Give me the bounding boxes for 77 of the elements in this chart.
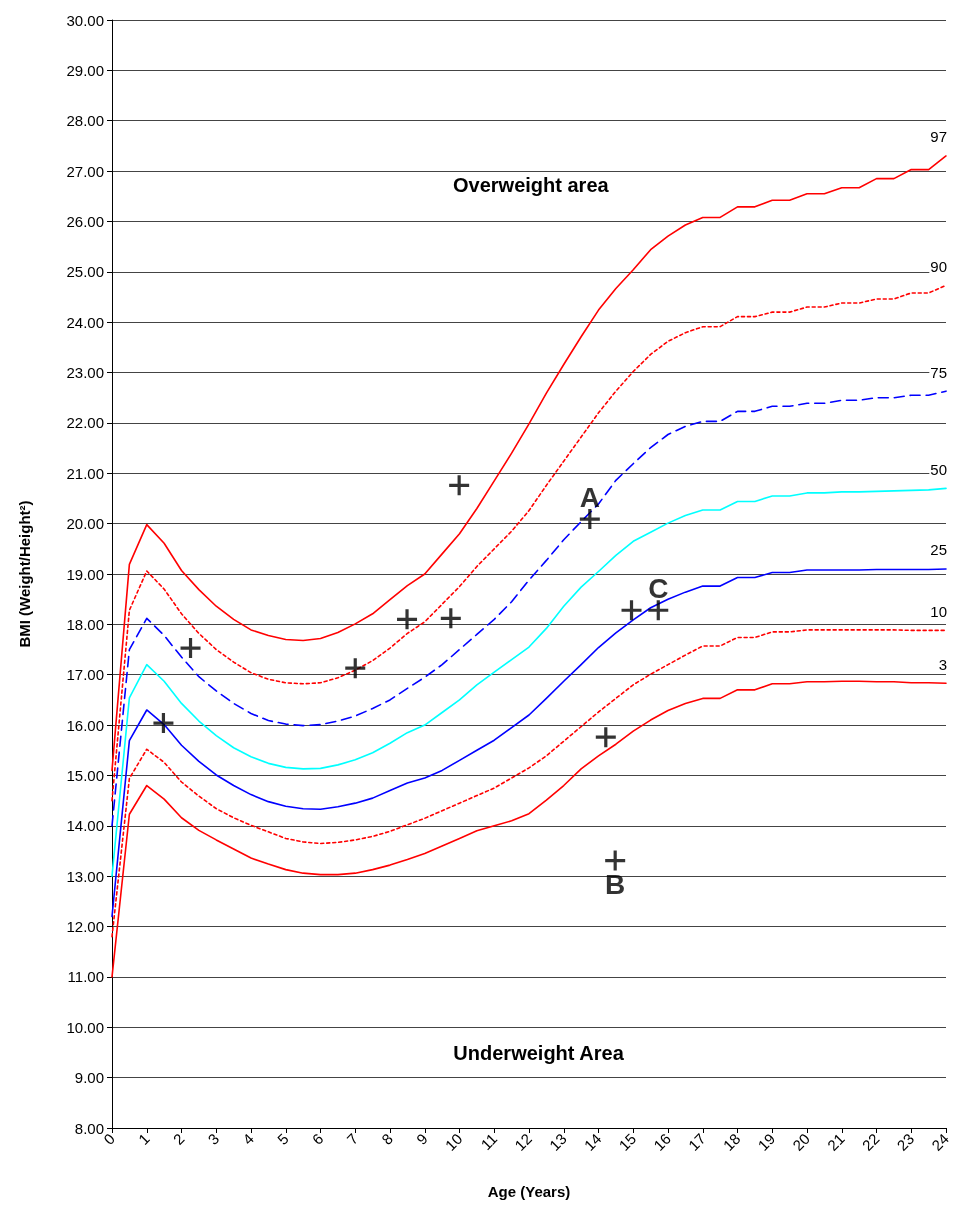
series-label: 10	[930, 602, 947, 620]
annotation: Underweight Area	[453, 1042, 625, 1065]
x-tick-label: 10	[441, 1129, 466, 1154]
y-tick-label: 8.00	[74, 1119, 104, 1137]
point	[605, 850, 626, 871]
x-tick-label: 14	[580, 1129, 605, 1154]
y-tick-label: 13.00	[66, 867, 104, 885]
y-tick-label: 29.00	[66, 61, 104, 79]
series-label: 3	[938, 655, 947, 673]
x-tick-label: 22	[858, 1129, 883, 1154]
point	[449, 475, 470, 496]
annotation: A	[579, 481, 600, 513]
x-tick-label: 8	[378, 1129, 397, 1148]
annotation: B	[605, 869, 626, 901]
y-tick-label: 11.00	[67, 968, 104, 986]
x-tick-label: 24	[928, 1129, 953, 1154]
point	[180, 638, 201, 659]
line-series	[111, 680, 947, 978]
y-tick-label: 10.00	[66, 1018, 104, 1036]
x-tick-label: 21	[823, 1129, 848, 1154]
y-tick-label: 16.00	[66, 716, 104, 734]
y-tick-label: 17.00	[66, 666, 104, 684]
point	[397, 609, 418, 630]
point	[440, 608, 461, 629]
y-tick-label: 24.00	[66, 313, 104, 331]
x-tick-label: 11	[477, 1129, 501, 1154]
x-tick-label: 4	[239, 1129, 258, 1148]
point	[345, 658, 366, 679]
x-tick-label: 9	[412, 1129, 431, 1148]
y-tick-label: 12.00	[66, 918, 104, 936]
line-series	[111, 629, 947, 938]
y-tick-label: 14.00	[66, 817, 104, 835]
x-tick-label: 2	[169, 1129, 188, 1148]
y-tick-label: 19.00	[66, 565, 104, 583]
line-series	[111, 568, 947, 918]
y-axis-title: BMI (Weight/Height²)	[16, 500, 33, 648]
y-tick-label: 27.00	[66, 162, 104, 180]
y-tick-label: 9.00	[74, 1069, 104, 1087]
y-tick-label: 30.00	[66, 11, 104, 29]
annotation: C	[648, 572, 669, 604]
y-tick-label: 18.00	[66, 615, 104, 633]
series-label: 50	[930, 460, 947, 478]
x-tick-label: 1	[134, 1129, 153, 1148]
x-tick-label: 16	[650, 1129, 675, 1154]
x-tick-label: 5	[273, 1129, 292, 1148]
y-tick-label: 25.00	[66, 263, 104, 281]
y-tick-label: 28.00	[66, 112, 104, 130]
series-label: 97	[930, 128, 947, 146]
point	[579, 509, 600, 530]
line-series	[111, 390, 947, 827]
y-tick-label: 22.00	[66, 414, 104, 432]
x-tick-label: 18	[719, 1129, 744, 1154]
y-tick-label: 15.00	[66, 766, 104, 784]
point	[648, 600, 669, 621]
x-tick-label: 15	[615, 1129, 640, 1154]
x-tick-label: 19	[754, 1129, 779, 1154]
x-tick-label: 20	[789, 1129, 814, 1154]
series-label: 90	[930, 257, 947, 275]
x-tick-label: 7	[343, 1129, 362, 1148]
y-tick-label: 26.00	[66, 212, 104, 230]
x-tick-label: 23	[893, 1129, 918, 1154]
y-tick-label: 20.00	[66, 515, 104, 533]
x-tick-label: 3	[204, 1129, 223, 1148]
series-label: 75	[930, 363, 947, 381]
point	[153, 713, 174, 734]
x-tick-label: 13	[545, 1129, 570, 1154]
x-tick-label: 6	[308, 1129, 327, 1148]
x-tick-label: 17	[684, 1129, 709, 1154]
x-tick-label: 12	[511, 1129, 536, 1154]
point	[595, 727, 616, 748]
x-axis-title: Age (Years)	[487, 1183, 571, 1200]
series-label: 25	[930, 541, 947, 559]
point	[621, 600, 642, 621]
y-tick-label: 23.00	[66, 364, 104, 382]
y-tick-label: 21.00	[66, 464, 104, 482]
annotation: Overweight area	[453, 173, 610, 196]
line-series	[111, 487, 947, 877]
